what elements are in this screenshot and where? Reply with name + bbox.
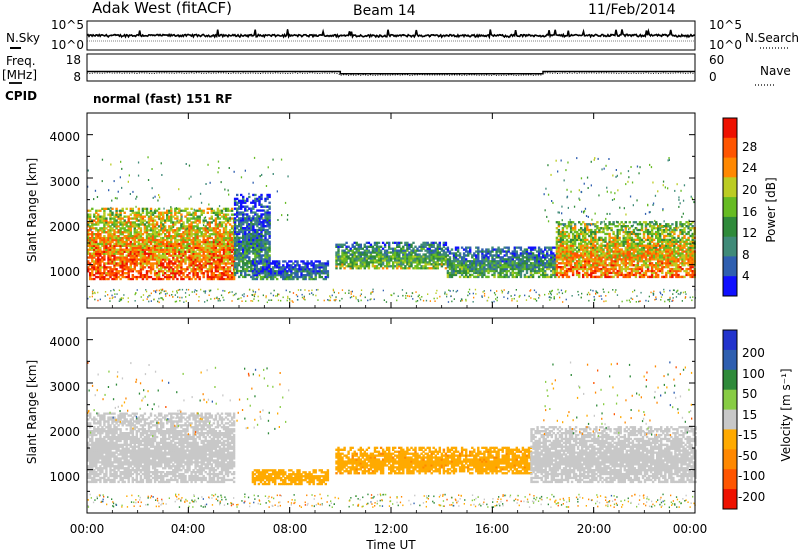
colorbar-swatch-0 xyxy=(723,118,737,139)
colorbar-swatch-8 xyxy=(723,276,737,297)
colorbar-swatch-7 xyxy=(723,469,737,490)
vel-ytick-3000: 3000 xyxy=(49,380,80,394)
noise-panel: 10^5 10^0 10^5 10^0 N.Sky N.Search xyxy=(6,18,799,52)
vel-cb-m100: -100 xyxy=(738,469,765,483)
velocity-cb-label: Velocity [m s⁻¹] xyxy=(779,368,793,461)
scatter-points xyxy=(87,156,696,304)
heat-region-0 xyxy=(87,412,236,484)
noise-search-label: N.Search xyxy=(745,31,799,45)
scatter-points xyxy=(87,361,696,509)
heat-region-4 xyxy=(446,246,557,279)
xtick-1: 04:00 xyxy=(171,522,206,536)
vel-ytick-4000: 4000 xyxy=(49,335,80,349)
freq-y-bot-right: 0 xyxy=(709,70,717,84)
vel-cb-100: 100 xyxy=(742,367,765,381)
heat-region-3 xyxy=(530,426,697,484)
power-panel: Slant Range [km] 1000 2000 3000 4000 4 8… xyxy=(25,112,778,309)
colorbar-swatch-7 xyxy=(723,256,737,277)
power-cb-28: 28 xyxy=(742,140,757,154)
power-cb-20: 20 xyxy=(742,183,757,197)
heat-region-0 xyxy=(87,207,236,281)
velocity-colorbar xyxy=(722,329,738,510)
power-cb-8: 8 xyxy=(742,248,750,262)
colorbar-swatch-4 xyxy=(723,409,737,430)
colorbar-swatch-8 xyxy=(723,489,737,510)
power-ytick-4000: 4000 xyxy=(49,130,80,144)
noise-y-top-right: 10^5 xyxy=(709,18,742,32)
colorbar-swatch-3 xyxy=(723,389,737,411)
freq-panel: 18 8 60 0 Freq. [MHz] CPID Nave normal (… xyxy=(2,53,791,106)
noise-sky-line xyxy=(86,27,696,40)
vel-cb-50: 50 xyxy=(742,387,757,401)
colorbar-swatch-1 xyxy=(723,137,737,159)
power-ytick-3000: 3000 xyxy=(49,175,80,189)
colorbar-swatch-6 xyxy=(723,449,737,470)
vel-ytick-2000: 2000 xyxy=(49,425,80,439)
colorbar-swatch-4 xyxy=(723,197,737,218)
power-ytick-1000: 1000 xyxy=(49,265,80,279)
freq-label: Freq. xyxy=(6,54,36,68)
xtick-0: 00:00 xyxy=(70,522,105,536)
noise-y-bot-right: 10^0 xyxy=(709,38,742,52)
colorbar-swatch-3 xyxy=(723,177,737,198)
noise-y-bot-left: 10^0 xyxy=(51,38,84,52)
freq-y-bot-left: 8 xyxy=(73,70,81,84)
xtick-5: 20:00 xyxy=(577,522,612,536)
velocity-data xyxy=(87,361,697,509)
xtick-3: 12:00 xyxy=(374,522,409,536)
power-cb-24: 24 xyxy=(742,161,757,175)
freq-y-top-right: 60 xyxy=(709,53,724,67)
power-cb-4: 4 xyxy=(742,269,750,283)
colorbar-swatch-2 xyxy=(723,369,737,391)
freq-line xyxy=(87,70,695,75)
colorbar-swatch-1 xyxy=(723,349,737,371)
vel-cb-200: 200 xyxy=(742,346,765,360)
heat-region-2 xyxy=(251,260,330,281)
velocity-panel: Slant Range [km] 1000 2000 3000 4000 200… xyxy=(25,317,793,514)
colorbar-swatch-0 xyxy=(723,330,737,351)
heat-region-5 xyxy=(555,221,696,279)
noise-sky-label: N.Sky xyxy=(6,31,40,45)
power-cb-16: 16 xyxy=(742,205,757,219)
heat-region-1 xyxy=(233,193,271,279)
noise-search-line xyxy=(86,29,696,39)
xtick-6: 00:00 xyxy=(673,522,708,536)
vel-cb-m15: -15 xyxy=(738,428,758,442)
power-ylabel: Slant Range [km] xyxy=(25,158,39,262)
colorbar-swatch-5 xyxy=(723,429,737,450)
vel-cb-m200: -200 xyxy=(738,490,765,504)
x-axis-label: Time UT xyxy=(365,538,416,552)
cpid-label: CPID xyxy=(5,89,37,103)
heat-region-2 xyxy=(335,446,533,475)
x-axis: 00:00 04:00 08:00 12:00 16:00 20:00 00:0… xyxy=(70,522,708,552)
power-colorbar xyxy=(722,117,738,297)
power-cb-label: Power [dB] xyxy=(764,177,778,242)
nave-label: Nave xyxy=(760,64,791,78)
power-data xyxy=(87,156,696,304)
date-title: 11/Feb/2014 xyxy=(588,2,676,18)
station-title: Adak West (fitACF) xyxy=(92,0,232,17)
nave-line xyxy=(86,72,696,76)
power-ytick-2000: 2000 xyxy=(49,220,80,234)
power-cb-12: 12 xyxy=(742,226,757,240)
xtick-4: 16:00 xyxy=(475,522,510,536)
beam-title: Beam 14 xyxy=(353,3,416,19)
heat-region-1 xyxy=(251,469,330,486)
colorbar-swatch-5 xyxy=(723,216,737,238)
freq-units-label: [MHz] xyxy=(2,68,37,82)
xtick-2: 08:00 xyxy=(273,522,308,536)
colorbar-swatch-6 xyxy=(723,236,737,257)
cpid-text: normal (fast) 151 RF xyxy=(93,92,233,106)
velocity-ylabel: Slant Range [km] xyxy=(25,360,39,464)
vel-ytick-1000: 1000 xyxy=(49,470,80,484)
vel-cb-m50: -50 xyxy=(738,449,758,463)
freq-y-top-left: 18 xyxy=(66,53,81,67)
colorbar-swatch-2 xyxy=(723,157,737,178)
heat-region-3 xyxy=(335,241,448,270)
vel-cb-15: 15 xyxy=(742,408,757,422)
noise-y-top-left: 10^5 xyxy=(51,18,84,32)
